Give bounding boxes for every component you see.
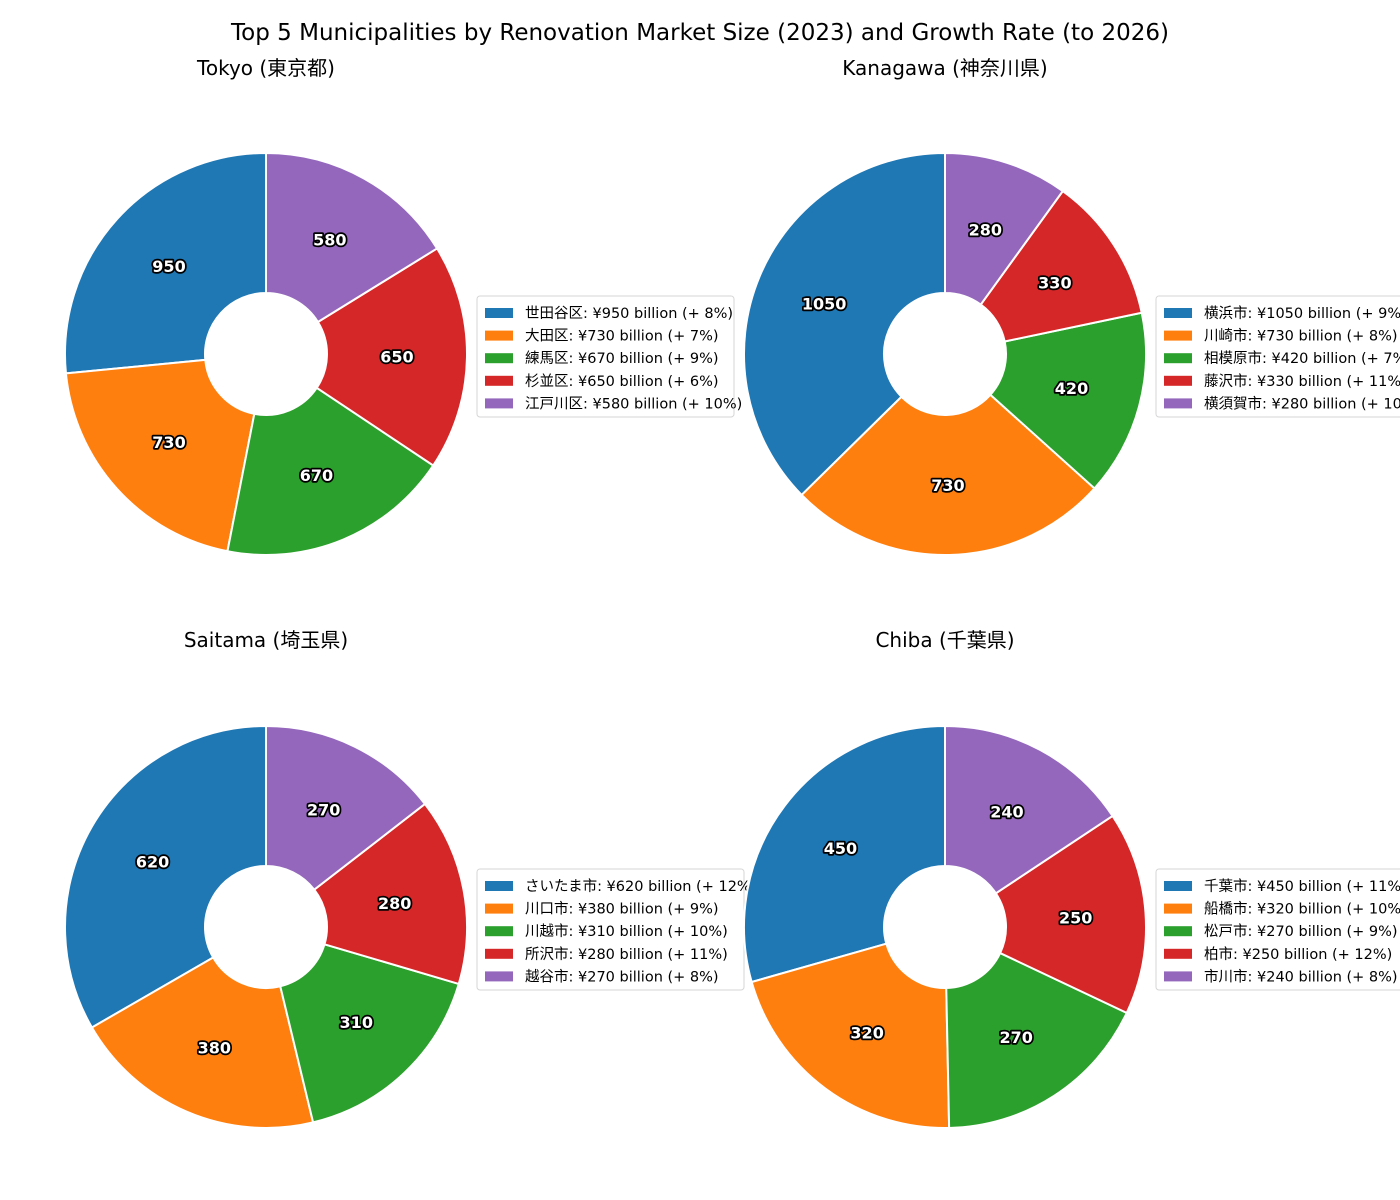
legend: さいたま市: ¥620 billion (+ 12%) 川口市: ¥380 bil… [476,868,756,991]
legend-entry: 松戸市: ¥270 billion (+ 9%) [1204,923,1398,940]
chart-title: Kanagawa (神奈川県) [842,56,1047,80]
legend-entry: 横浜市: ¥1050 billion (+ 9%) [1204,305,1400,322]
legend-frame [1155,868,1400,991]
pie-slice-2 [800,393,1096,556]
data-label: 730 [931,476,964,495]
legend-entry: 横須賀市: ¥280 billion (+ 10%) [1204,395,1400,412]
legend: 千葉市: ¥450 billion (+ 11%) 船橋市: ¥320 billi… [1155,868,1400,991]
legend: 横浜市: ¥1050 billion (+ 9%) 川崎市: ¥730 billi… [1155,295,1400,418]
legend-entry: 柏市: ¥250 billion (+ 12%) [1204,946,1392,963]
legend: 世田谷区: ¥950 billion (+ 8%) 大田区: ¥730 billi… [476,295,742,418]
pie-slice-3 [279,943,461,1124]
legend-entry: 越谷市: ¥270 billion (+ 8%) [525,968,719,985]
legend-swatch [1164,353,1192,364]
chart-title: Saitama (埼玉県) [184,628,348,652]
data-label: 270 [1000,1028,1033,1047]
data-label: 580 [313,231,346,250]
pie-slice-2 [750,942,951,1129]
pie-slice-3 [226,386,435,556]
legend-entry: 千葉市: ¥450 billion (+ 11%) [1204,878,1400,895]
data-label: 620 [136,853,169,872]
pie-slice-1 [743,724,946,984]
pie-slice-1 [743,151,946,497]
data-label: 450 [824,839,857,858]
legend-frame [476,295,735,418]
legend-entry: 藤沢市: ¥330 billion (+ 11%) [1204,373,1400,390]
legend-entry: 川越市: ¥310 billion (+ 10%) [525,923,728,940]
data-label: 250 [1059,909,1092,928]
legend-entry: 大田区: ¥730 billion (+ 7%) [525,328,719,345]
data-label: 320 [850,1023,883,1042]
data-label: 670 [300,466,333,485]
pie-chart-1: Tokyo (東京都) 950 730 670 650 580 世田谷区: ¥950 bil… [64,56,742,556]
legend-entry: 市川市: ¥240 billion (+ 8%) [1204,968,1398,985]
pie-slice-4 [979,189,1143,343]
legend-entry: 相模原市: ¥420 billion (+ 7%) [1204,350,1400,367]
legend-swatch [1164,398,1192,409]
legend-entry: 所沢市: ¥280 billion (+ 11%) [525,946,728,963]
pie-slice-5 [944,724,1114,895]
pie-chart-4: Chiba (千葉県) 450 320 270 250 240 千葉市: ¥450 bill… [743,628,1400,1129]
figure-title: Top 5 Municipalities by Renovation Marke… [231,20,1169,46]
legend-entry: 杉並区: ¥650 billion (+ 6%) [525,373,719,390]
data-label: 280 [378,894,411,913]
legend-swatch [485,881,513,891]
legend-swatch [1164,881,1192,891]
pie-slice-4 [312,802,468,986]
chart-title: Tokyo (東京都) [196,56,335,80]
pie-slice-2 [90,956,315,1130]
legend-swatch [485,353,513,364]
data-label: 380 [198,1038,231,1057]
legend-swatch [485,903,513,914]
pie-slice-3 [988,311,1147,490]
data-label: 310 [340,1013,373,1032]
pie-slice-1 [64,151,267,375]
legend-entry: 船橋市: ¥320 billion (+ 10%) [1204,901,1400,918]
legend-swatch [1164,330,1192,341]
legend-swatch [485,926,513,937]
legend-swatch [1164,903,1192,914]
legend-swatch [1164,308,1192,318]
pie-slice-5 [944,151,1065,306]
legend-swatch [1164,971,1192,982]
legend-entry: 川崎市: ¥730 billion (+ 8%) [1204,328,1398,345]
legend-swatch [485,308,513,318]
data-label: 650 [380,347,413,366]
legend-swatch [485,330,513,341]
pie-slice-4 [315,247,468,467]
pie-slice-1 [64,724,267,1029]
data-label: 270 [307,800,340,819]
legend-frame [1155,295,1400,418]
legend-swatch [1164,948,1192,959]
data-label: 420 [1055,379,1088,398]
data-label: 280 [969,220,1002,239]
legend-entry: 川口市: ¥380 billion (+ 9%) [525,901,719,918]
chart-title: Chiba (千葉県) [875,628,1014,652]
data-label: 950 [152,257,185,276]
pie-slice-4 [994,814,1147,1015]
data-label: 240 [990,803,1023,822]
data-label: 330 [1038,274,1071,293]
pie-chart-3: Saitama (埼玉県) 620 380 310 280 270 さいたま市: ¥620 … [64,628,756,1130]
pie-slice-5 [265,724,427,892]
data-label: 1050 [802,294,847,313]
legend-swatch [485,398,513,409]
legend-swatch [1164,375,1192,386]
legend-entry: 世田谷区: ¥950 billion (+ 8%) [525,305,733,322]
legend-swatch [1164,926,1192,937]
legend-entry: 江戸川区: ¥580 billion (+ 10%) [525,395,742,412]
pie-slice-3 [945,951,1129,1129]
legend-entry: 練馬区: ¥670 billion (+ 9%) [525,350,719,367]
legend-swatch [485,971,513,982]
legend-entry: さいたま市: ¥620 billion (+ 12%) [525,878,756,895]
data-label: 730 [152,433,185,452]
legend-swatch [485,375,513,386]
legend-swatch [485,948,513,959]
pie-chart-2: Kanagawa (神奈川県) 1050 730 420 330 280 横浜市: ¥105… [743,56,1400,556]
pie-slice-2 [64,358,256,553]
pie-slice-5 [265,151,439,324]
